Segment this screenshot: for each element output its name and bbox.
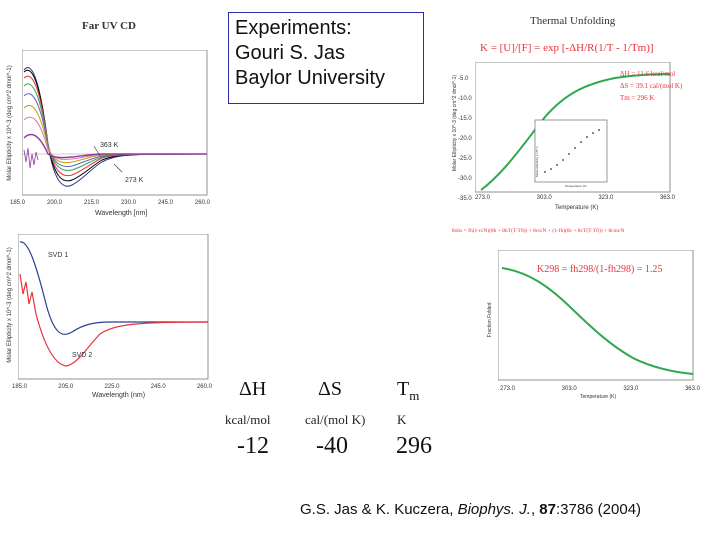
cd-ylabel: Molar Ellipticity x 10^-3 (deg cm^2 dmol… xyxy=(7,65,13,181)
x-tick: 245.0 xyxy=(157,200,173,206)
svd1-curve xyxy=(19,241,208,335)
svd-panel: Molar Ellipticity x 10^-3 (deg cm^2 dmol… xyxy=(0,232,215,402)
header-tm-sub: m xyxy=(409,388,420,403)
thermal-param-ds: ΔS = 39.1 cal/(mol K) xyxy=(620,82,683,90)
experiments-line3: Baylor University xyxy=(235,67,386,89)
cd-xlabel: Wavelength [nm] xyxy=(95,210,148,217)
cd-plot xyxy=(22,50,208,196)
y-tick: -30.0 xyxy=(458,176,472,182)
x-tick: 200.0 xyxy=(46,200,62,206)
svd2-curve xyxy=(19,273,209,367)
x-tick: 230.0 xyxy=(120,200,136,206)
fraction-equation: θobs = fh(1-n/N)(θh + θhT(T-T0)) + θcn/N… xyxy=(452,228,625,234)
x-tick: 260.0 xyxy=(194,200,210,206)
thermal-param-tm: Tm = 296 K xyxy=(620,94,655,102)
header-tm: Tm xyxy=(397,378,419,404)
unit-ds: cal/(mol K) xyxy=(305,412,366,427)
fraction-k-equation: K298 = fh298/(1-fh298) = 1.25 xyxy=(537,264,663,275)
x-tick: 205.0 xyxy=(58,384,74,390)
experiments-line2: Gouri S. Jas xyxy=(235,42,346,64)
fraction-xticks: 273.0 303.0 323.0 363.0 xyxy=(500,386,700,392)
x-tick: 273.0 xyxy=(500,386,516,392)
fraction-curve xyxy=(501,267,694,375)
cd-panel: Far UV CD Molar Ellipticity x 10^-3 (deg… xyxy=(0,10,215,220)
citation-volume: 87 xyxy=(539,501,556,518)
svd-label1: SVD 1 xyxy=(48,252,69,259)
citation: G.S. Jas & K. Kuczera, Biophys. J., 87:3… xyxy=(300,501,641,518)
x-tick: 185.0 xyxy=(12,384,28,390)
fraction-ylabel: Fraction Folded xyxy=(487,302,493,338)
x-tick: 363.0 xyxy=(684,386,700,392)
thermal-curve xyxy=(480,73,671,191)
thermal-title: Thermal Unfolding xyxy=(530,15,616,27)
thermal-panel: Thermal Unfolding K = [U]/[F] = exp [-ΔH… xyxy=(440,10,720,220)
fraction-plot xyxy=(498,250,694,381)
y-tick: -20.0 xyxy=(458,136,472,142)
thermal-xlabel: Temperature (K) xyxy=(555,205,599,211)
x-tick: 185.0 xyxy=(10,200,26,206)
svd-xticks: 185.0 205.0 225.0 245.0 260.0 xyxy=(12,384,212,390)
cd-title: Far UV CD xyxy=(82,20,136,32)
citation-sep: , xyxy=(530,501,540,518)
unit-dh: kcal/mol xyxy=(225,412,271,427)
svd-label2: SVD 2 xyxy=(72,352,93,359)
cd-xticks: 185.0 200.0 215.0 230.0 245.0 260.0 xyxy=(10,200,210,206)
x-tick: 215.0 xyxy=(83,200,99,206)
citation-pages: :3786 (2004) xyxy=(555,501,642,518)
cd-label-hot: 363 K xyxy=(100,142,119,149)
y-tick: -25.0 xyxy=(458,156,472,162)
svd-plot xyxy=(18,234,209,380)
thermal-xticks: 273.0 303.0 323.0 363.0 xyxy=(475,195,675,201)
value-dh: -12 xyxy=(237,433,269,459)
x-tick: 303.0 xyxy=(561,386,577,392)
params-table: ΔH ΔS Tm kcal/mol cal/(mol K) K -12 -40 … xyxy=(225,375,445,465)
cd-curve-363 xyxy=(23,133,207,159)
y-tick: -10.0 xyxy=(458,96,472,102)
x-tick: 260.0 xyxy=(196,384,212,390)
value-ds: -40 xyxy=(316,433,348,459)
y-tick: -5.0 xyxy=(458,76,469,82)
cd-label-cold: 273 K xyxy=(125,177,144,184)
header-ds: ΔS xyxy=(318,378,342,400)
svd-ylabel: Molar Ellipticity x 10^-3 (deg cm^2 dmol… xyxy=(7,247,13,363)
x-tick: 363.0 xyxy=(659,195,675,201)
x-tick: 245.0 xyxy=(150,384,166,390)
thermal-equation: K = [U]/[F] = exp [-ΔH/R(1/T - 1/Tm)] xyxy=(480,42,654,54)
x-tick: 323.0 xyxy=(623,386,639,392)
y-tick: -35.0 xyxy=(458,196,472,202)
thermal-yticks: -5.0 -10.0 -15.0 -20.0 -25.0 -30.0 -35.0 xyxy=(458,76,472,202)
unit-tm: K xyxy=(397,412,407,427)
thermal-param-dh: ΔH = 11.6 kcal/mol xyxy=(620,70,676,78)
experiments-line1: Experiments: xyxy=(235,17,352,39)
header-tm-t: T xyxy=(397,378,410,400)
citation-journal: Biophys. J. xyxy=(457,501,531,518)
thermal-plot xyxy=(475,62,671,193)
x-tick: 303.0 xyxy=(536,195,552,201)
experiments-box: Experiments: Gouri S. Jas Baylor Univers… xyxy=(228,12,424,104)
fraction-panel: θobs = fh(1-n/N)(θh + θhT(T-T0)) + θcn/N… xyxy=(440,222,720,402)
thermal-inset xyxy=(534,119,608,183)
x-tick: 273.0 xyxy=(475,195,491,201)
thermal-inset-xlabel: Temperature (K) xyxy=(565,184,587,188)
x-tick: 225.0 xyxy=(104,384,120,390)
thermal-inset-ylabel: Molar Ellipticity x 10^-3 xyxy=(535,146,539,177)
header-dh: ΔH xyxy=(239,378,267,400)
citation-authors: G.S. Jas & K. Kuczera, xyxy=(300,501,458,518)
x-tick: 323.0 xyxy=(598,195,614,201)
fraction-xlabel: Temperature (K) xyxy=(580,394,617,400)
value-tm: 296 xyxy=(396,433,432,459)
y-tick: -15.0 xyxy=(458,116,472,122)
svd-xlabel: Wavelength (nm) xyxy=(92,392,146,399)
